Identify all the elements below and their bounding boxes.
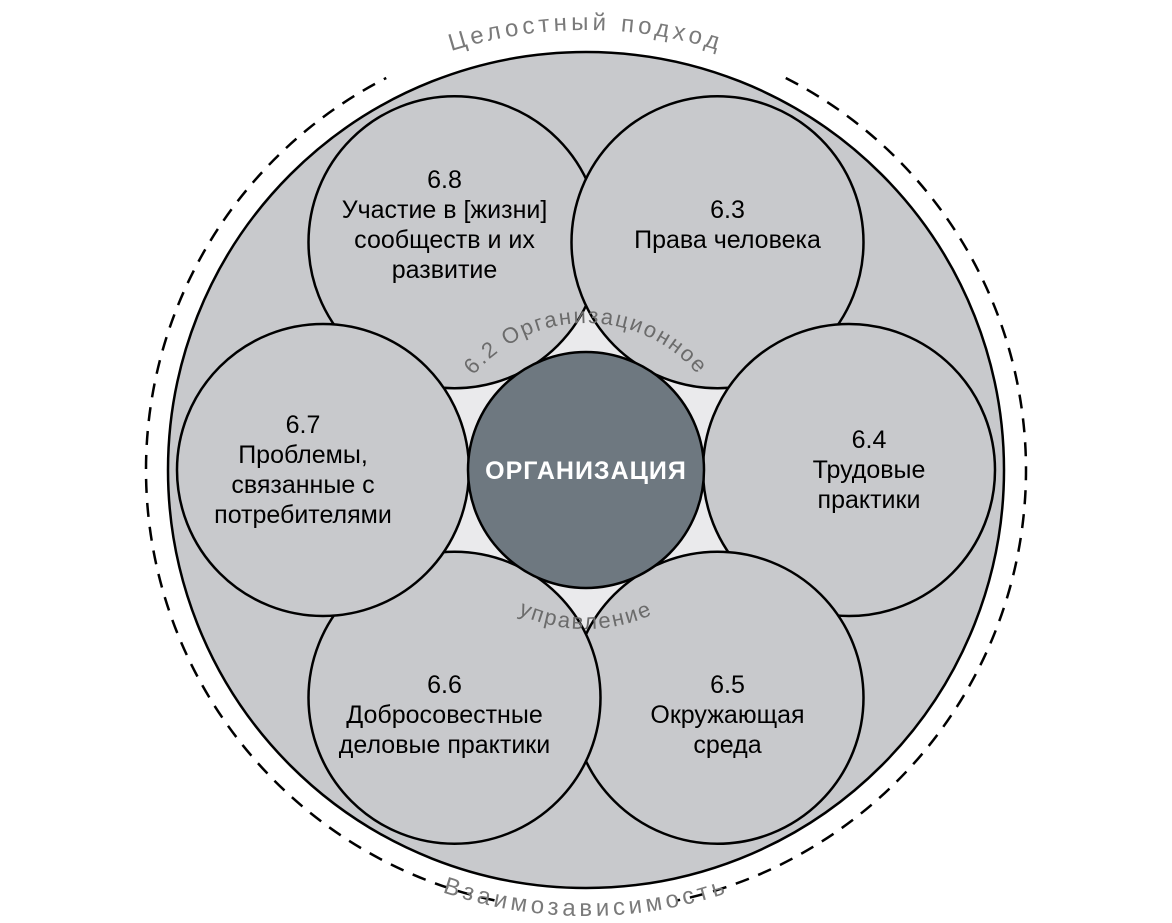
diagram-svg: Целостный подходВзаимозависимость6.8Учас…: [0, 0, 1172, 923]
outer-top-label: Целостный подход: [445, 9, 727, 57]
center-label: ОРГАНИЗАЦИЯ: [485, 457, 687, 485]
petal-circle-6-7: [177, 324, 469, 616]
